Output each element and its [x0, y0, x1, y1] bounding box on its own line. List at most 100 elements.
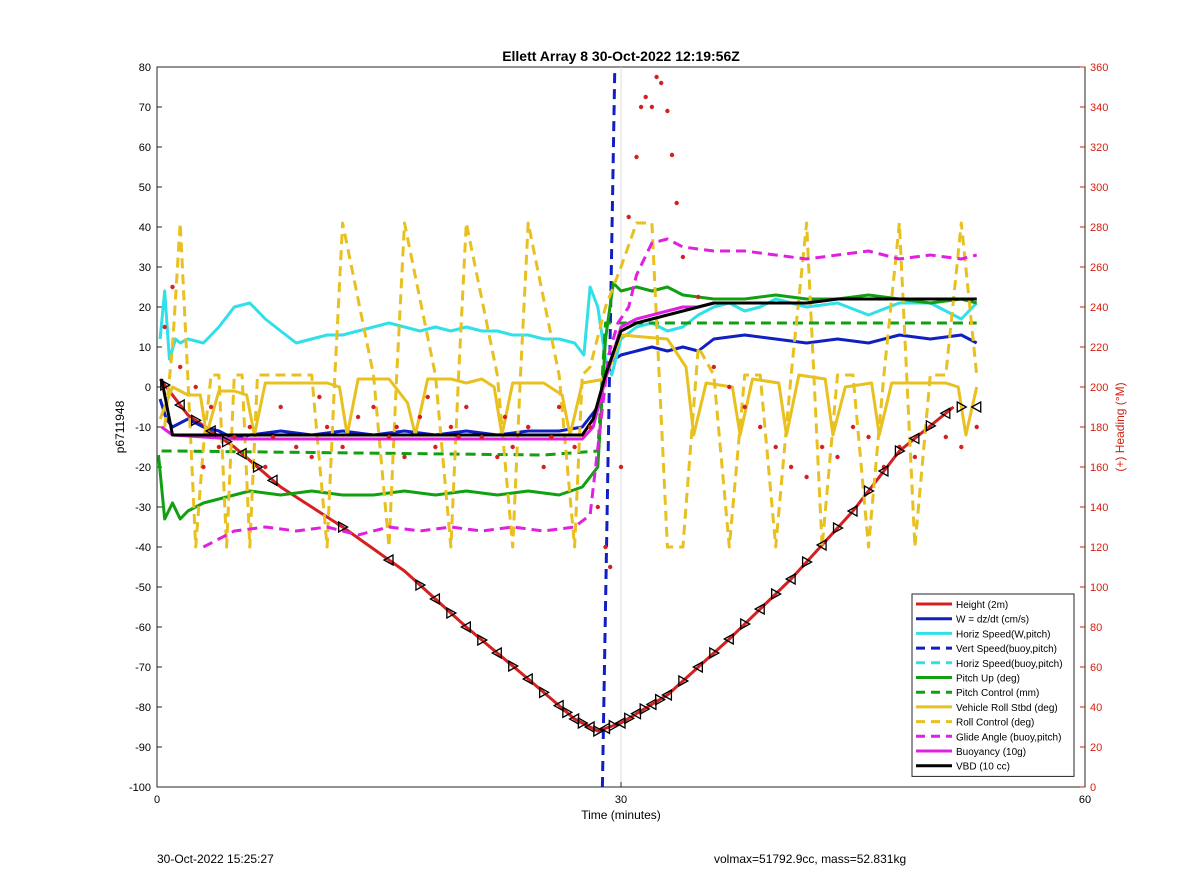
series-horiz-speed-w-pitch — [158, 285, 978, 377]
heading-point — [208, 404, 214, 410]
y-tick-label: -80 — [135, 702, 151, 714]
heading-point — [659, 80, 664, 86]
height-markers-layer — [160, 378, 982, 738]
heading-point — [495, 454, 500, 460]
legend-label: Pitch Up (deg) — [956, 674, 1020, 685]
heading-point — [193, 384, 198, 390]
heading-point — [974, 424, 979, 430]
heading-point — [263, 464, 268, 470]
y2-tick-label: 220 — [1090, 342, 1108, 354]
heading-point — [572, 444, 577, 450]
heading-point — [433, 444, 438, 450]
heading-point — [742, 404, 747, 410]
y2-tick-label: 360 — [1090, 62, 1108, 74]
height-marker — [846, 504, 858, 518]
y-axis-label: p6711948 — [113, 400, 127, 453]
legend-label: Height (2m) — [956, 600, 1008, 611]
heading-point — [649, 104, 655, 110]
y-tick-label: -20 — [135, 462, 151, 474]
heading-point — [162, 324, 167, 330]
height-marker — [204, 424, 216, 438]
x-tick-label: 60 — [1079, 794, 1091, 806]
height-marker — [552, 699, 564, 712]
y-tick-label: -60 — [135, 622, 151, 634]
height-marker — [235, 447, 247, 460]
y2-tick-label: 40 — [1090, 702, 1102, 714]
y2-tick-label: 280 — [1090, 222, 1108, 234]
height-marker — [477, 633, 489, 647]
heading-point — [674, 200, 679, 206]
heading-point — [386, 434, 392, 440]
y2-tick-label: 180 — [1090, 422, 1108, 434]
heading-point — [595, 504, 600, 510]
series-vert-speed-buoy-pitch — [600, 66, 617, 788]
height-marker — [459, 620, 471, 634]
heading-point — [608, 564, 613, 570]
heading-point — [912, 454, 918, 460]
height-marker — [593, 724, 605, 738]
height-marker — [784, 572, 796, 586]
heading-point — [758, 424, 763, 430]
heading-point — [711, 364, 716, 370]
heading-point — [549, 434, 554, 440]
heading-point — [170, 284, 175, 290]
y2-tick-label: 0 — [1090, 782, 1096, 794]
height-marker — [508, 659, 520, 673]
y-axis-ticks: 80 70 60 50 40 30 20 10 0 -10 -20 -30 -40 -50 -60 -70 -8… — [129, 62, 162, 794]
heading-point — [340, 444, 345, 450]
height-marker — [446, 606, 458, 620]
legend-label: Buoyancy (10g) — [956, 747, 1026, 758]
height-marker — [970, 400, 982, 414]
y-tick-label: 40 — [139, 222, 151, 234]
heading-point — [727, 384, 732, 390]
footer-timestamp: 30-Oct-2022 15:25:27 — [157, 852, 274, 866]
heading-point — [959, 444, 964, 450]
y2-tick-label: 300 — [1090, 182, 1108, 194]
heading-point — [502, 414, 508, 420]
heading-point — [309, 454, 314, 460]
y-tick-label: 80 — [139, 62, 151, 74]
height-marker — [577, 716, 589, 730]
heading-point — [866, 434, 871, 440]
heading-point — [669, 152, 675, 158]
footer-vehicle-info: volmax=51792.9cc, mass=52.831kg — [714, 852, 907, 866]
y-tick-label: 0 — [145, 382, 151, 394]
height-marker — [539, 686, 551, 699]
heading-point — [448, 424, 454, 430]
y-tick-label: -30 — [135, 502, 151, 514]
heading-point — [696, 294, 701, 300]
height-marker — [562, 706, 574, 719]
y2-tick-label: 60 — [1090, 662, 1102, 674]
y2-tick-label: 20 — [1090, 742, 1102, 754]
height-marker — [678, 674, 690, 688]
height-marker — [521, 672, 533, 686]
height-marker — [863, 484, 875, 498]
heading-point — [294, 444, 299, 450]
heading-point — [201, 464, 206, 470]
y2-tick-label: 80 — [1090, 622, 1102, 634]
series-vehicle-roll-stbd-deg — [158, 333, 979, 437]
heading-point — [773, 444, 778, 450]
height-marker — [753, 602, 765, 616]
heading-point — [278, 404, 283, 410]
height-marker — [939, 407, 951, 420]
height-marker — [382, 553, 394, 567]
legend-label: Glide Angle (buoy,pitch) — [956, 732, 1061, 743]
height-marker — [221, 435, 233, 448]
y-tick-label: -70 — [135, 662, 151, 674]
height-marker — [925, 419, 937, 432]
y2-tick-label: 260 — [1090, 262, 1108, 274]
x-tick-label: 0 — [154, 794, 160, 806]
height-marker — [337, 520, 349, 534]
heading-point — [943, 434, 948, 440]
heading-point — [464, 404, 469, 410]
y-tick-label: -100 — [129, 782, 151, 794]
legend-label: Horiz Speed(buoy,pitch) — [956, 659, 1063, 670]
x-tick-label: 30 — [615, 794, 627, 806]
height-marker — [490, 646, 502, 660]
heading-point — [402, 454, 407, 460]
legend-label: VBD (10 cc) — [956, 762, 1010, 773]
height-marker — [661, 688, 673, 702]
heading-point — [603, 544, 608, 550]
height-marker — [908, 432, 920, 445]
